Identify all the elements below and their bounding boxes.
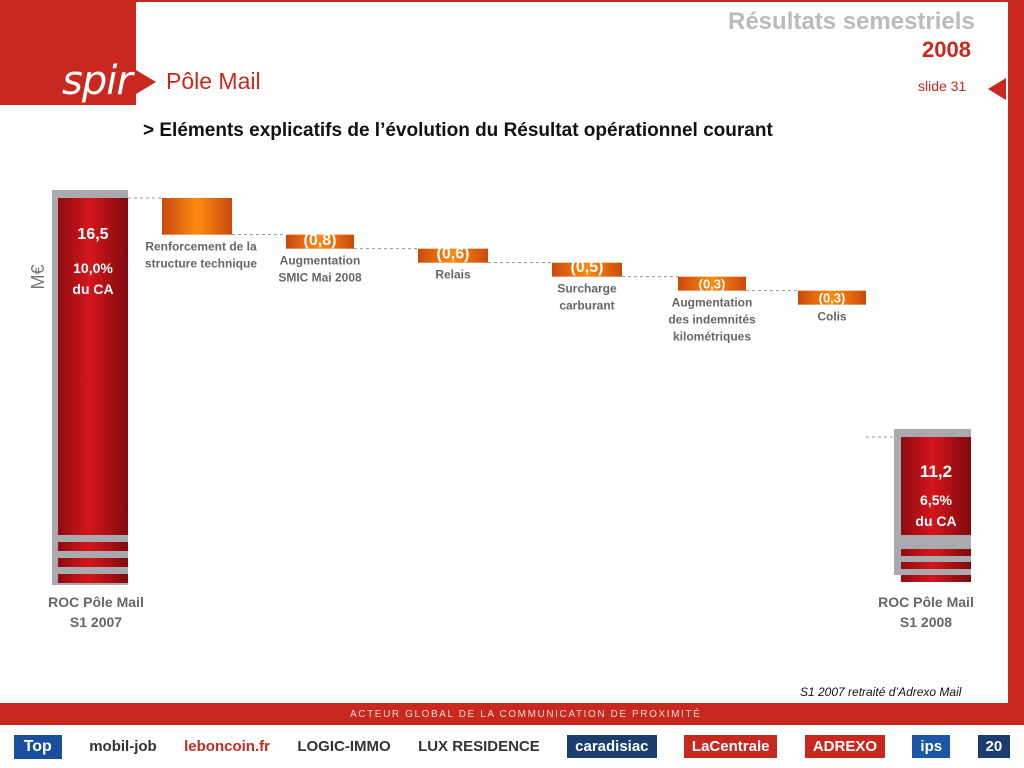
bar-delta	[552, 262, 622, 277]
bar-break-segment	[901, 549, 971, 556]
brand-logo: Top	[13, 734, 62, 759]
brand-logo: leboncoin.fr	[184, 738, 270, 755]
margin-label-end: du CA	[915, 513, 956, 529]
bar-delta	[678, 276, 746, 291]
category-label-delta: kilométriques	[673, 330, 751, 344]
category-label-delta: structure technique	[145, 257, 257, 271]
bar-break-segment	[58, 574, 128, 583]
report-year: 2008	[922, 37, 971, 62]
category-label-delta: Augmentation	[280, 254, 361, 268]
brand-logo: 20	[977, 735, 1011, 758]
data-label-start: 16,5	[77, 226, 108, 243]
report-title: Résultats semestriels	[728, 8, 975, 35]
category-label-delta: Relais	[435, 268, 471, 282]
logo: spir	[62, 58, 133, 104]
category-label-start: ROC Pôle Mail	[48, 594, 144, 610]
brand-logo: ADREXO	[804, 735, 886, 758]
bar-delta	[286, 234, 354, 249]
category-label-delta: Renforcement de la	[145, 240, 257, 254]
data-label-delta: (0,3)	[819, 291, 846, 306]
arrow-right-icon	[136, 70, 156, 94]
arrow-left-icon	[988, 78, 1006, 100]
bar-delta	[798, 290, 866, 305]
category-label-delta: Augmentation	[672, 296, 753, 310]
bar-break-segment	[58, 542, 128, 551]
y-axis-label: M€	[28, 264, 48, 289]
section-title: Pôle Mail	[166, 68, 261, 94]
tagline-bar	[0, 703, 1024, 725]
waterfall-chart: M€ 16,5 10,0% du CA ROC Pôle Mail S1 2007 (2,8…	[28, 190, 974, 630]
data-label-delta: (0,5)	[571, 259, 604, 276]
data-label-delta: (2,8)	[181, 255, 214, 272]
bar-delta	[162, 198, 232, 235]
category-label-delta: Surcharge	[557, 282, 617, 296]
bar-break-segment	[901, 562, 971, 569]
data-label-delta: (0,8)	[304, 232, 337, 249]
category-label-delta: Colis	[817, 310, 847, 324]
tagline: ACTEUR GLOBAL DE LA COMMUNICATION DE PRO…	[350, 709, 702, 720]
bar-end	[901, 437, 971, 535]
brand-logo: LOGIC-IMMO	[297, 738, 391, 755]
page-subtitle: > Eléments explicatifs de l’évolution du…	[143, 120, 773, 141]
brand-logo: LaCentrale	[683, 735, 778, 758]
brand-strip: Top mobil-job leboncoin.fr LOGIC-IMMO LU…	[0, 725, 1024, 768]
data-label-end: 11,2	[920, 462, 952, 481]
category-label-delta: SMIC Mai 2008	[278, 271, 362, 285]
data-label-delta: (0,3)	[699, 277, 726, 292]
margin-label-end: 6,5%	[920, 492, 952, 508]
data-label-delta: (0,6)	[437, 245, 470, 262]
margin-label-start: 10,0%	[73, 260, 113, 276]
margin-label-start: du CA	[72, 281, 113, 297]
header-bar	[136, 2, 1008, 105]
category-label-start: S1 2007	[70, 614, 122, 630]
brand-logo: LUX RESIDENCE	[418, 738, 540, 755]
category-label-end: S1 2008	[900, 614, 952, 630]
category-label-end: ROC Pôle Mail	[878, 594, 974, 610]
brand-logo: mobil-job	[89, 738, 157, 755]
brand-logo: ips	[912, 735, 951, 758]
bar-start	[58, 198, 128, 535]
bar-delta	[418, 248, 488, 263]
footnote: S1 2007 retraité d’Adrexo Mail	[800, 685, 962, 699]
logo-area	[0, 0, 120, 105]
bar-break-segment	[58, 558, 128, 567]
slide-number: slide 31	[918, 78, 967, 94]
brand-logo: caradisiac	[567, 735, 657, 758]
category-label-delta: carburant	[559, 299, 614, 313]
bar-break-segment	[901, 575, 971, 582]
category-label-delta: des indemnités	[668, 313, 756, 327]
